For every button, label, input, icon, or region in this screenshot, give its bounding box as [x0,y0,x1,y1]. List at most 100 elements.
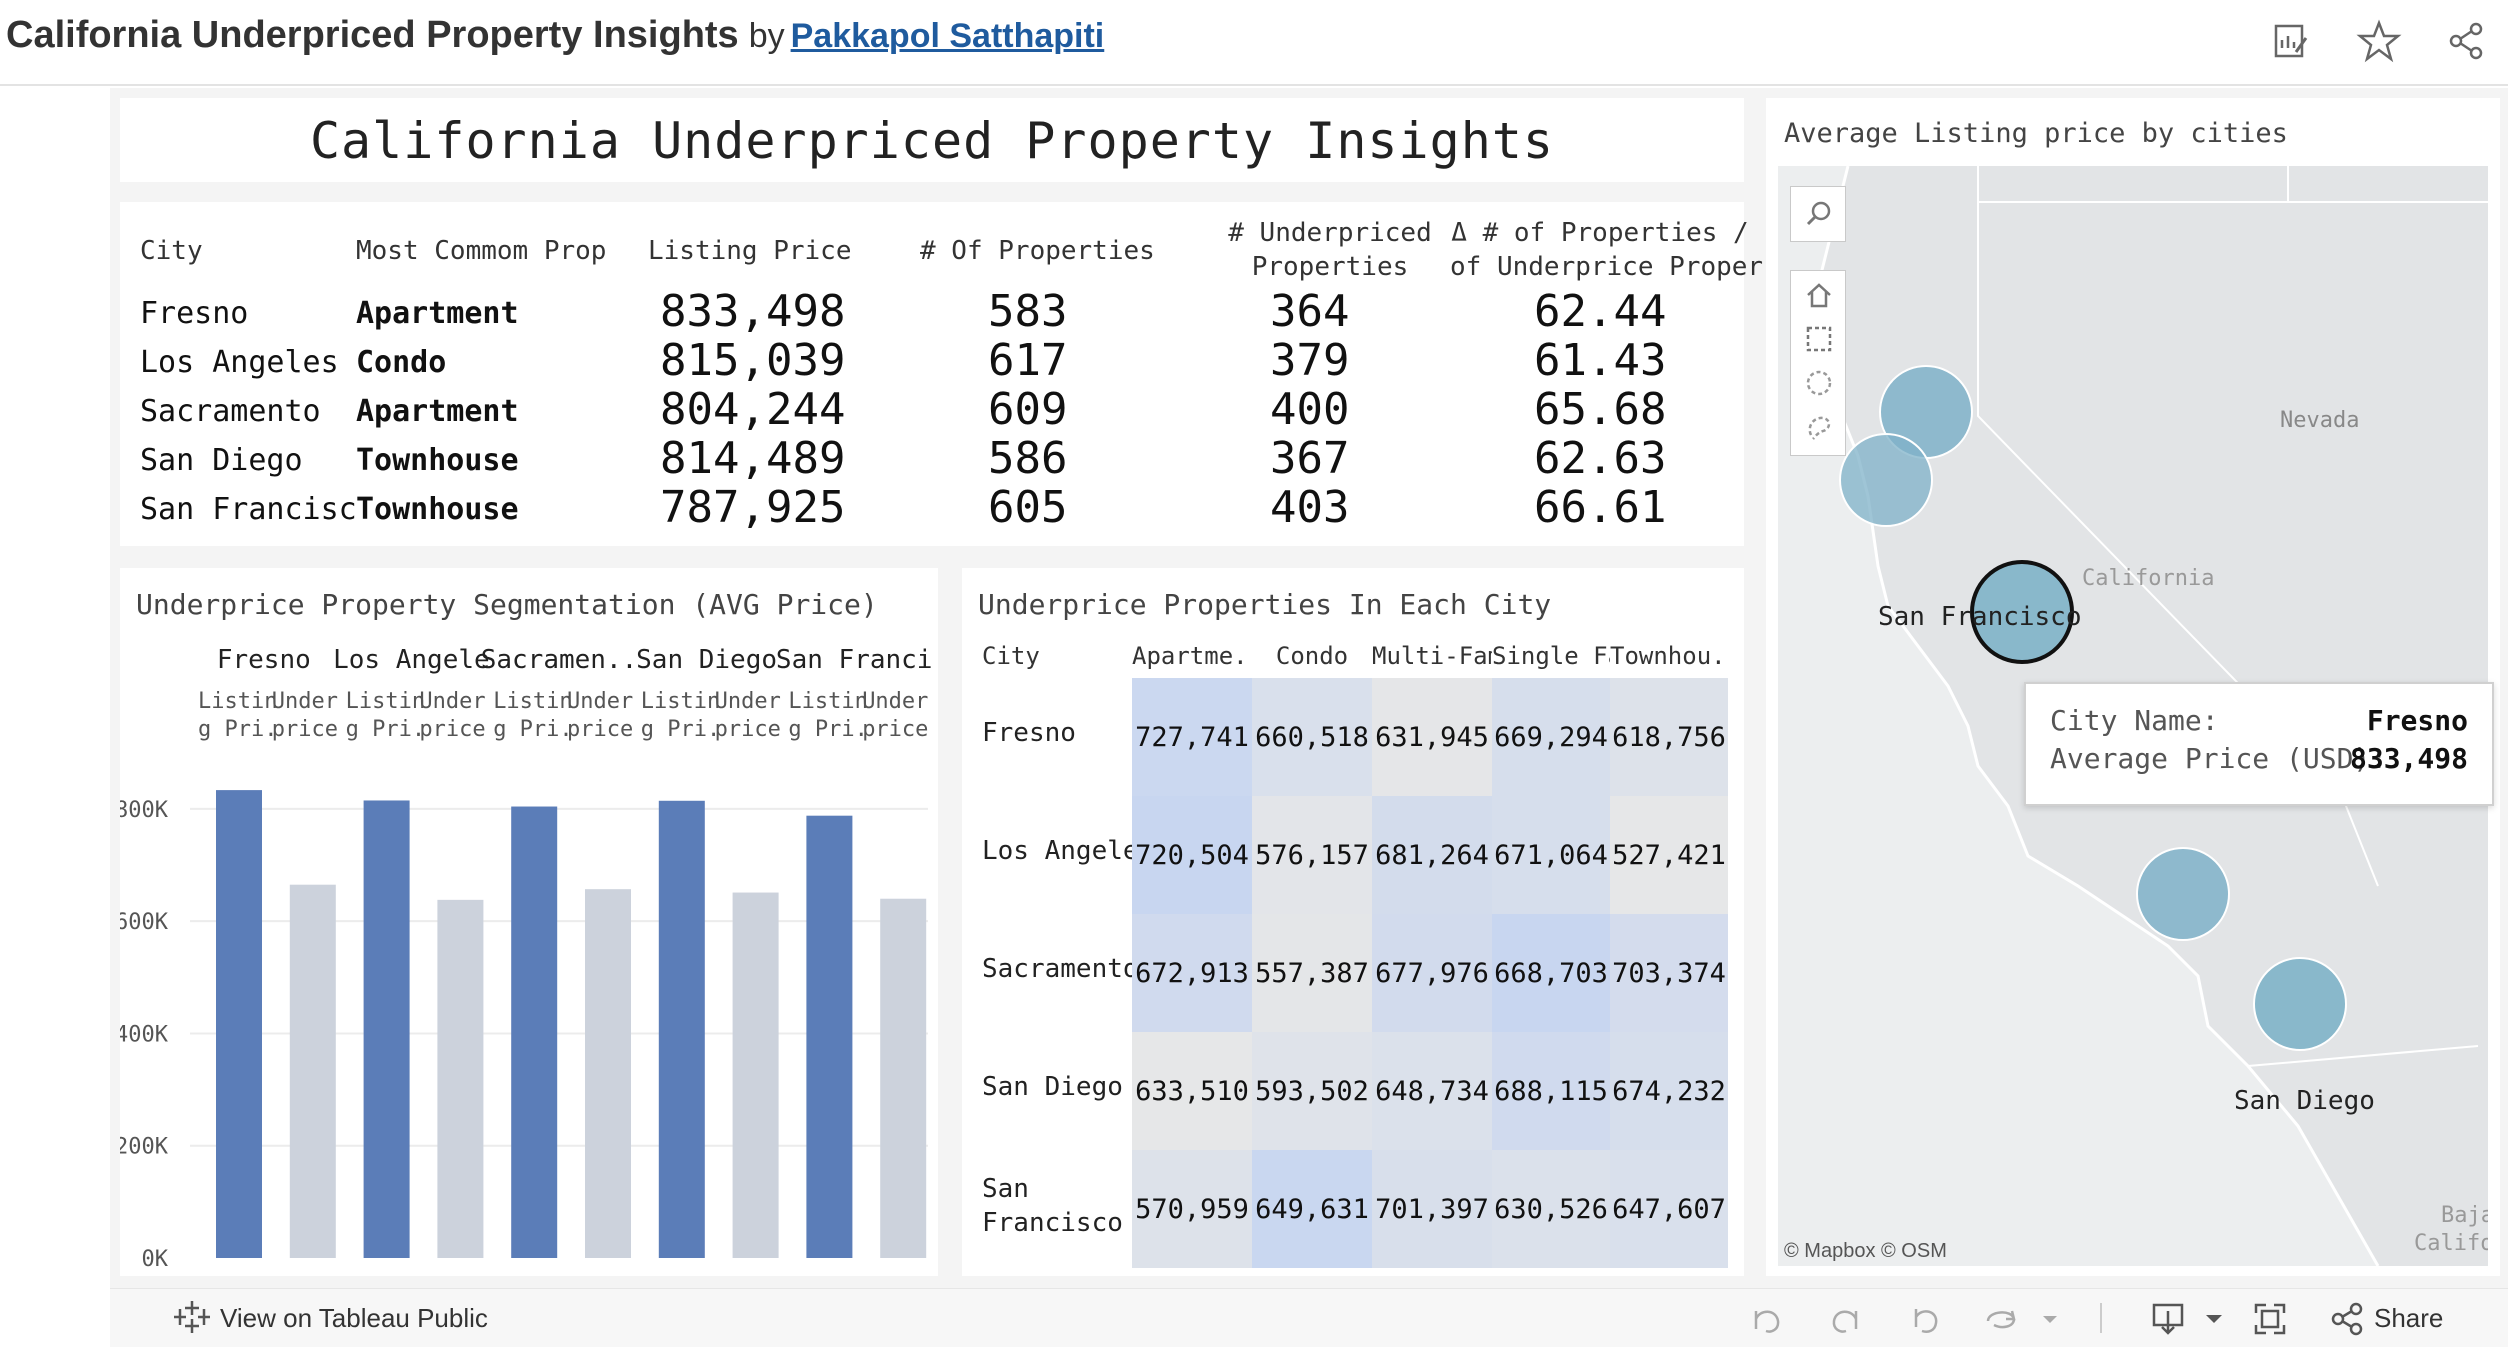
download-dropdown-icon[interactable] [2194,1301,2222,1337]
share-bottom-icon[interactable] [2328,1301,2368,1337]
redo-icon[interactable] [1826,1301,1866,1337]
col-header-under-line2: Properties [1251,252,1409,282]
sub-label: Under [272,689,338,714]
refresh-icon[interactable] [1982,1301,2022,1337]
cell-props: 586 [988,433,1068,484]
heatmap-cell[interactable]: 576,157 [1252,796,1372,914]
cell-props: 617 [988,335,1068,386]
sub-label: price [715,717,781,742]
sub-label: price [419,717,485,742]
heatmap-cell[interactable]: 672,913 [1132,914,1252,1032]
heatmap-cell[interactable]: 703,374 [1610,914,1728,1032]
download-menu-icon[interactable] [2150,1301,2190,1337]
sub-label: Listin [788,689,867,714]
heatmap-cell[interactable]: 557,387 [1252,914,1372,1032]
fullscreen-icon[interactable] [2250,1301,2290,1337]
heatmap-city-header: City [982,642,1040,670]
heatmap-cell[interactable]: 674,232 [1610,1032,1728,1150]
cell-city: Los Angeles [140,345,339,380]
bar-listing-price[interactable] [806,815,853,1258]
heatmap-cell[interactable]: 618,756 [1610,678,1728,796]
sub-label: Under [862,689,928,714]
heatmap-cell[interactable]: 631,945 [1372,678,1492,796]
group-label: San Franci [776,645,933,675]
heatmap-col-header: Multi-Fam [1372,642,1492,670]
heatmap-cell[interactable]: 647,607 [1610,1150,1728,1268]
revert-icon[interactable] [1906,1301,1946,1337]
heatmap-cell[interactable]: 527,421 [1610,796,1728,914]
radial-select-icon[interactable] [1803,367,1835,399]
col-header-delta: Δ # of Properties / of Underprice Proper [1450,216,1764,284]
bar-listing-price[interactable] [216,790,262,1258]
heatmap-cell[interactable]: 668,703 [1492,914,1610,1032]
col-header-city: City [140,236,203,266]
heatmap-cell[interactable]: 727,741 [1132,678,1252,796]
edit-metrics-icon[interactable] [2268,18,2314,64]
col-header-under: # Underpriced Properties [1210,216,1450,284]
heatmap-cell[interactable]: 648,734 [1372,1032,1492,1150]
heatmap-cell[interactable]: 630,526 [1492,1150,1610,1268]
cell-props: 609 [988,384,1068,435]
lasso-select-icon[interactable] [1803,411,1835,443]
heatmap-cell[interactable]: 681,264 [1372,796,1492,914]
viz-title: California Underpriced Property Insights [6,14,739,56]
search-icon [1806,201,1831,226]
heatmap-cell[interactable]: 633,510 [1132,1032,1252,1150]
sub-label: price [272,717,338,742]
map-label-california: California [2082,566,2215,591]
cell-under: 400 [1270,384,1350,435]
col-header-delta-line2: of Underprice Proper [1450,252,1764,282]
circle-los-angeles[interactable] [2136,847,2230,941]
state-border [1977,166,2379,887]
heatmap-cell[interactable]: 660,518 [1252,678,1372,796]
bar-underprice[interactable] [289,884,336,1258]
view-on-tableau-link[interactable]: View on Tableau Public [220,1303,488,1333]
heatmap-row-header-line: Fresno [982,718,1076,748]
undo-icon[interactable] [1746,1301,1786,1337]
heatmap-cell[interactable]: 677,976 [1372,914,1492,1032]
heatmap-cell[interactable]: 593,502 [1252,1032,1372,1150]
circle-san-francisco[interactable] [1839,433,1933,527]
map-label-baja-line2: California [2414,1231,2488,1256]
home-icon[interactable] [1803,279,1835,311]
bar-listing-price[interactable] [511,806,558,1258]
circle-fresno[interactable] [1970,560,2074,664]
summary-table: City Most Commom Prop Listing Price # Of… [120,202,1763,546]
heatmap-cell[interactable]: 669,294 [1492,678,1610,796]
share-icon[interactable] [2444,18,2490,64]
bar-underprice[interactable] [437,899,484,1258]
bar-underprice[interactable] [585,889,631,1258]
col-header-price: Listing Price [648,236,852,266]
cell-under: 403 [1270,482,1350,533]
tooltip-city-value: Fresno [2366,704,2468,737]
cell-prop: Townhouse [356,492,519,527]
tooltip-price-value: 833,498 [2349,742,2468,775]
bar-listing-price[interactable] [658,800,705,1258]
sub-label: g Pri. [493,717,572,742]
col-header-props: # Of Properties [920,236,1155,266]
heatmap-cell[interactable]: 649,631 [1252,1150,1372,1268]
favorite-star-icon[interactable] [2356,18,2402,64]
heatmap-cell[interactable]: 701,397 [1372,1150,1492,1268]
rect-select-icon[interactable] [1803,323,1835,355]
share-button[interactable]: Share [2374,1303,2444,1333]
circle-san-diego[interactable] [2253,957,2347,1051]
col-header-delta-line1: Δ # of Properties / [1451,218,1749,248]
cell-prop: Apartment [356,296,519,331]
map-search-tool[interactable] [1790,186,1846,242]
heatmap-cell[interactable]: 570,959 [1132,1150,1252,1268]
bar-listing-price[interactable] [363,800,410,1258]
heatmap-cell[interactable]: 671,064 [1492,796,1610,914]
heatmap-col-header: Townhou.. [1610,642,1728,670]
bar-underprice[interactable] [732,892,779,1258]
heatmap-col-header: Single Fa. [1492,642,1610,670]
heatmap-cell[interactable]: 720,504 [1132,796,1252,914]
viz-header: California Underpriced Property Insights… [0,0,2508,86]
bar-underprice[interactable] [880,898,927,1258]
cell-price: 787,925 [660,482,846,533]
map-attribution[interactable]: © Mapbox © OSM [1784,1240,1947,1262]
author-link[interactable]: Pakkapol Satthapiti [790,17,1105,55]
refresh-dropdown-icon[interactable] [2030,1301,2057,1337]
group-label: Fresno [217,645,311,675]
heatmap-cell[interactable]: 688,115 [1492,1032,1610,1150]
